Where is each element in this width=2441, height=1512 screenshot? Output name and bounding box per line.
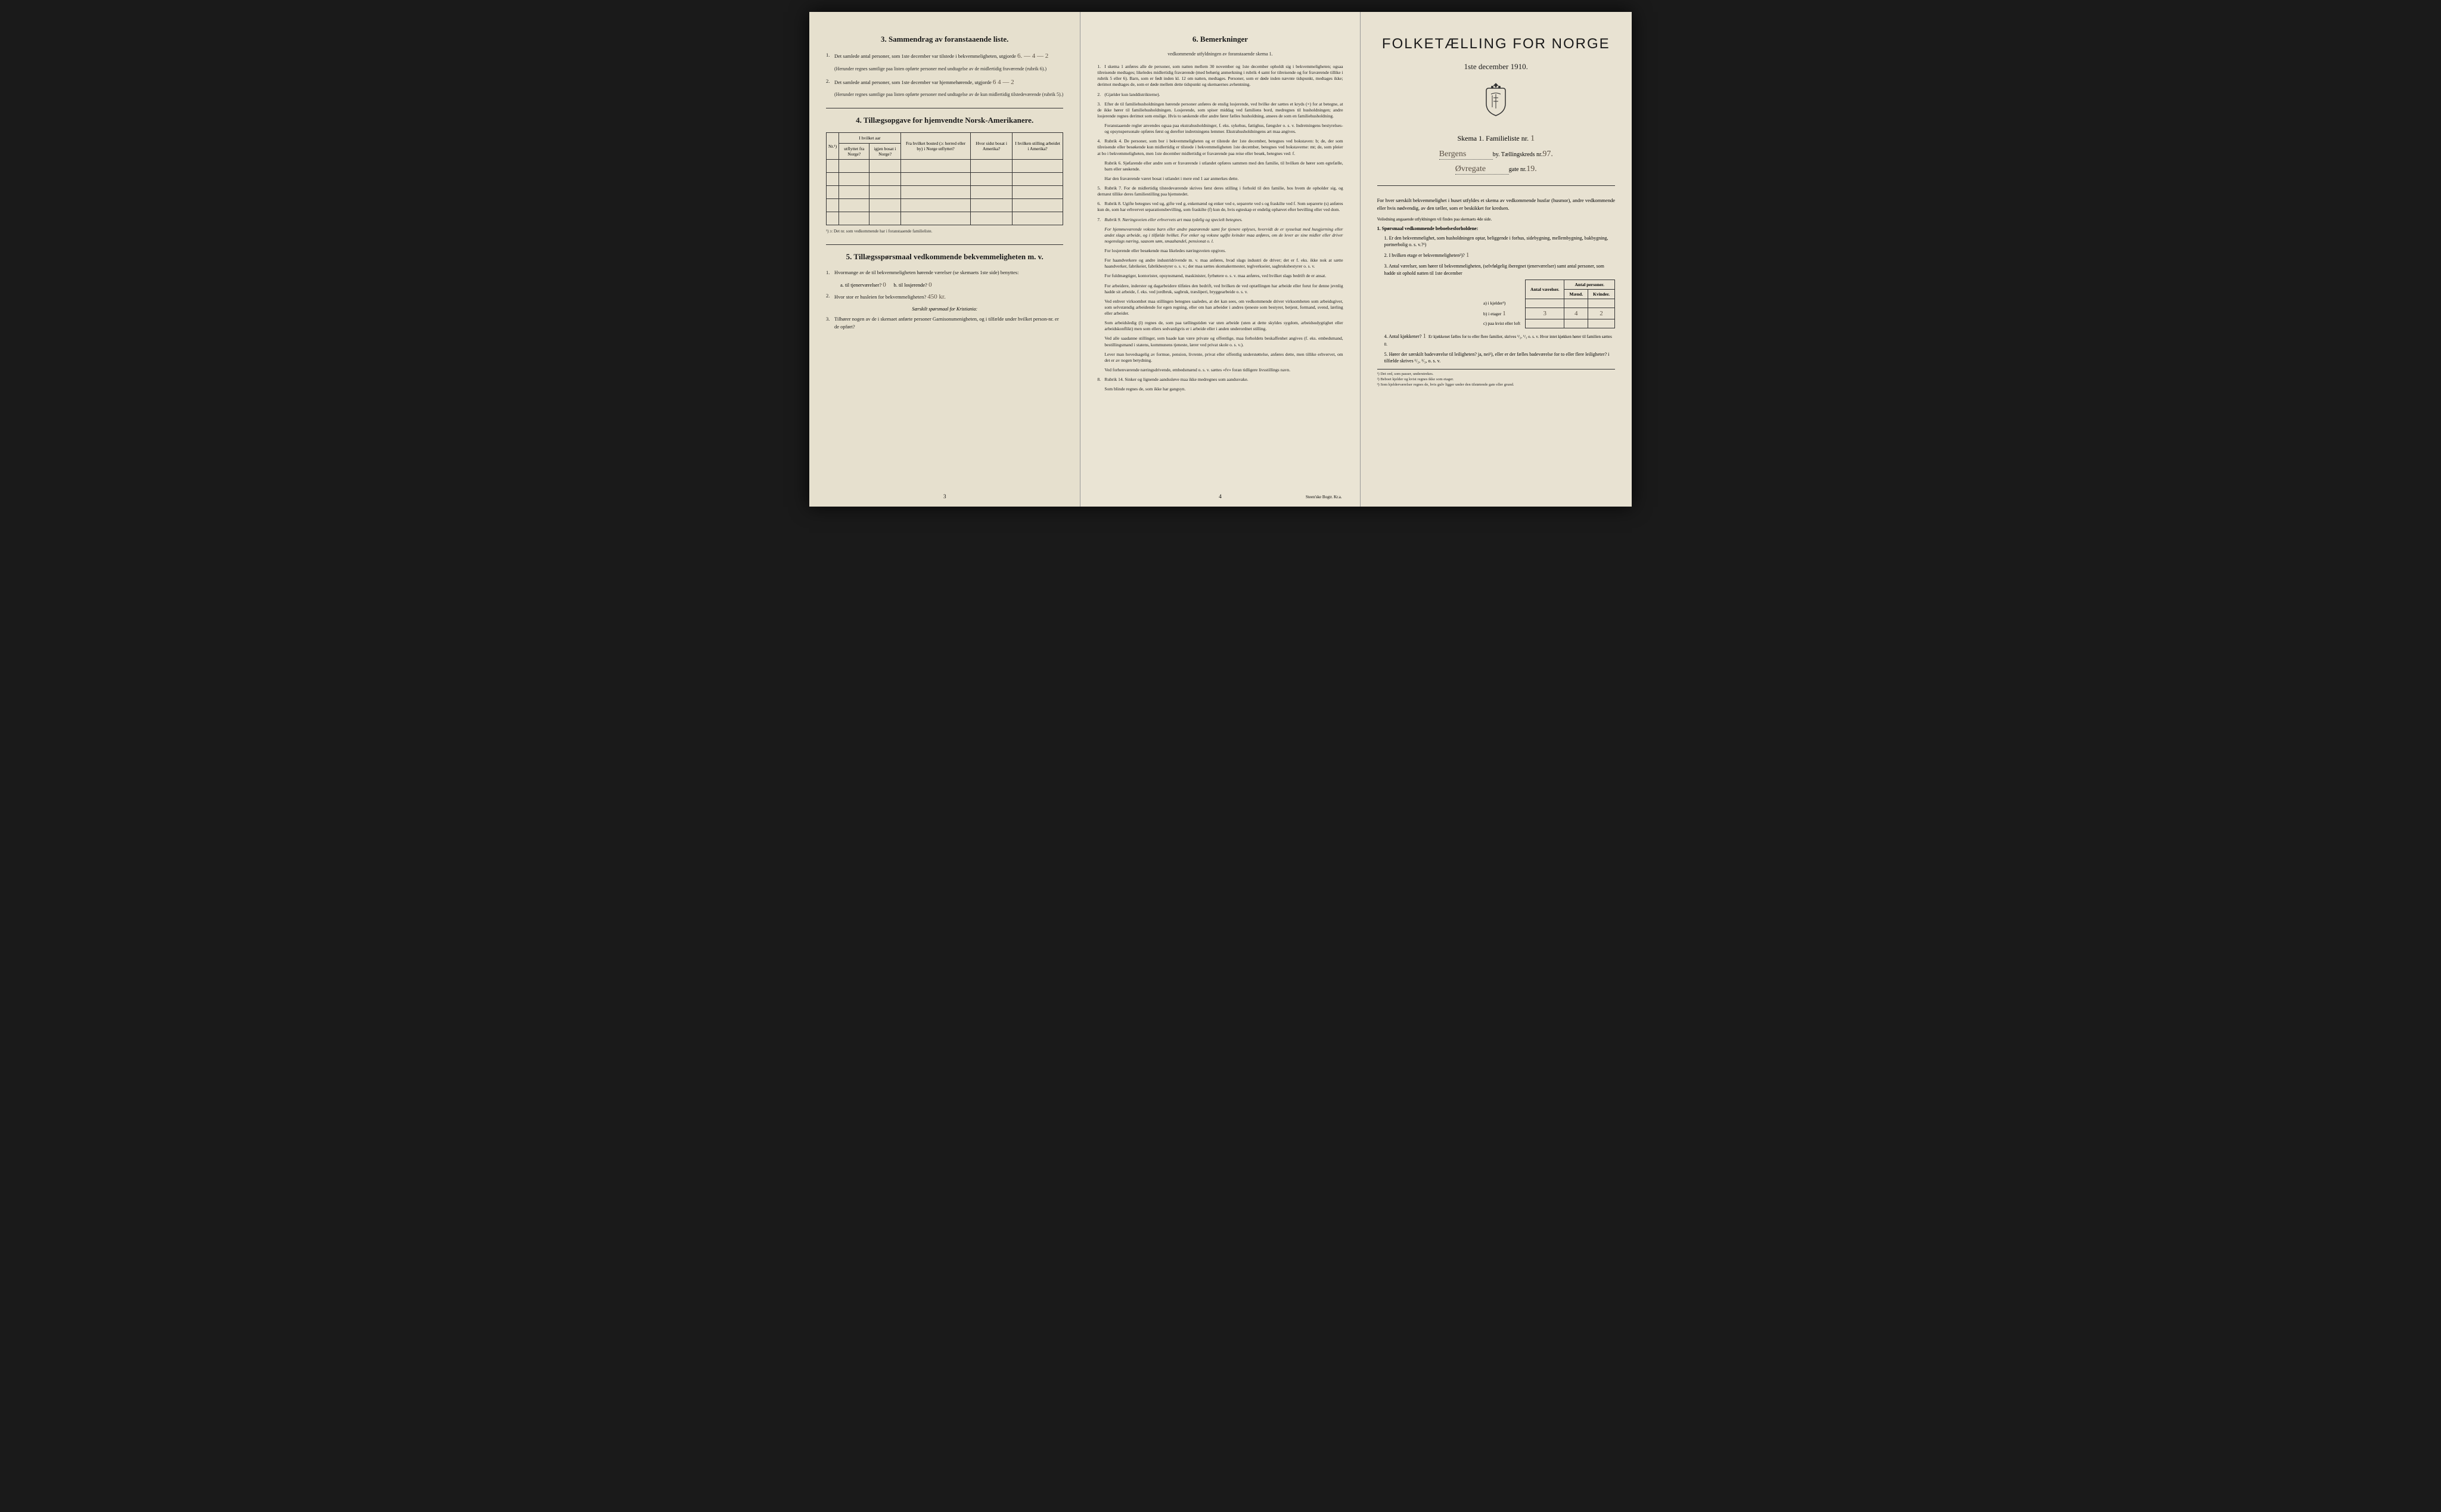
col-men: Mænd.	[1564, 289, 1588, 299]
divider	[1377, 369, 1615, 370]
gate-line: Øvregate gate nr. 19.	[1377, 164, 1615, 175]
s3-item2-note: (Herunder regnes samtlige paa listen opf…	[834, 92, 1063, 97]
col-from: Fra hvilket bosted (ɔ: herred eller by) …	[900, 133, 971, 160]
census-document: 3. Sammendrag av foranstaaende liste. 1.…	[809, 12, 1632, 507]
bem-8b: Som blinde regnes de, som ikke har gangs…	[1104, 386, 1343, 392]
page-number: 4	[1219, 493, 1222, 499]
col-year: I hvilket aar	[839, 133, 901, 144]
col-out: utflyttet fra Norge?	[839, 144, 869, 160]
s3-item2-fill: 6 4 — 2	[993, 79, 1014, 86]
row-etager: b) i etager 1	[1479, 308, 1526, 319]
bem-1: 1.I skema 1 anføres alle de personer, so…	[1097, 64, 1343, 88]
bem-7b: For hjemmeværende voksne barn eller andr…	[1104, 226, 1343, 244]
q4: 4. Antal kjøkkener? 1 Er kjøkkenet fælle…	[1384, 332, 1615, 348]
rooms-table: Antal værelser. Antal personer. Mænd. Kv…	[1479, 280, 1615, 328]
q3: 3. Antal værelser, som hører til bekvemm…	[1384, 263, 1615, 276]
footnote-2: ²) Beboet kjelder og kvist regnes ikke s…	[1377, 377, 1615, 381]
bem-7: 7.Rubrik 9. Næringsveien eller erhvervet…	[1097, 217, 1343, 223]
s3-item1-fill: 6. — 4 — 2	[1017, 52, 1048, 60]
bem-7d: For haandverkere og andre industridriven…	[1104, 257, 1343, 269]
coat-of-arms-icon	[1377, 82, 1615, 120]
panel-page-3: 3. Sammendrag av foranstaaende liste. 1.…	[809, 12, 1080, 507]
row-kvist: c) paa kvist eller loft	[1479, 319, 1526, 328]
bem-7i: Ved alle saadanne stillinger, som baade …	[1104, 336, 1343, 347]
col-where: Hvor sidst bosat i Amerika?	[971, 133, 1012, 160]
s3-item1-note: (Herunder regnes samtlige paa listen opf…	[834, 66, 1063, 72]
familieliste-nr: 1	[1530, 134, 1535, 143]
intro-note: Veiledning angaaende utfyldningen vil fi…	[1377, 217, 1615, 222]
s5-item-3: 3. Tilhører nogen av de i skemaet anført…	[826, 315, 1063, 331]
by-line: Bergens by. Tællingskreds nr. 97.	[1377, 150, 1615, 160]
s3-item-2: 2. Det samlede antal personer, som 1ste …	[826, 77, 1063, 88]
q2: 2. I hvilken etage er bekvemmeligheten²)…	[1384, 251, 1615, 260]
bem-7f: For arbeidere, inderster og dagarbeidere…	[1104, 283, 1343, 295]
footnote-1: ¹) Det ord, som passer, understrekes.	[1377, 372, 1615, 376]
s5-italic: Særskilt spørsmaal for Kristiania:	[826, 306, 1063, 312]
s5-item-1: 1. Hvormange av de til bekvemmeligheten …	[826, 269, 1063, 277]
val-men: 4	[1564, 308, 1588, 319]
census-date: 1ste december 1910.	[1377, 62, 1615, 72]
bem-5: 5.Rubrik 7. For de midlertidig tilstedev…	[1097, 185, 1343, 197]
s5-item-2: 2. Hvor stor er husleien for bekvemmelig…	[826, 292, 1063, 302]
section-6-heading: 6. Bemerkninger	[1097, 35, 1343, 44]
bem-7j: Lever man hovedsagelig av formue, pensio…	[1104, 352, 1343, 364]
skema-line: Skema 1. Familieliste nr. 1	[1377, 134, 1615, 144]
panel-page-4: 6. Bemerkninger vedkommende utfyldningen…	[1080, 12, 1360, 507]
kreds-nr: 97.	[1542, 150, 1553, 159]
panel-title-page: FOLKETÆLLING FOR NORGE 1ste december 191…	[1361, 12, 1632, 507]
section-3-heading: 3. Sammendrag av foranstaaende liste.	[826, 35, 1063, 44]
s3-item-1: 1. Det samlede antal personer, som 1ste …	[826, 51, 1063, 61]
bem-6: 6.Rubrik 8. Ugifte betegnes ved ug, gift…	[1097, 201, 1343, 213]
bem-4b: Rubrik 6. Sjøfarende eller andre som er …	[1104, 160, 1343, 172]
divider	[1377, 185, 1615, 186]
page-number: 3	[943, 493, 946, 499]
printer-mark: Steen'ske Bogtr. Kr.a.	[1306, 495, 1342, 499]
s5-item-1a: a. til tjenerværelser? 0 b. til losjeren…	[840, 281, 1063, 288]
section-6-sub: vedkommende utfyldningen av foranstaaend…	[1097, 51, 1343, 57]
table-note: ¹) ɔ: Det nr. som vedkommende har i fora…	[826, 229, 1063, 234]
bem-7e: For fuldmægtiger, kontorister, opsynsmæn…	[1104, 273, 1343, 279]
bem-4c: Har den fraværende været bosat i utlande…	[1104, 176, 1343, 182]
q1: 1. Er den bekvemmelighet, som husholdnin…	[1384, 235, 1615, 248]
footnote-3: ³) Som kjelderværelser regnes de, hvis g…	[1377, 383, 1615, 387]
col-rooms: Antal værelser.	[1526, 280, 1564, 299]
section-4-table: Nr.¹) I hvilket aar Fra hvilket bosted (…	[826, 132, 1063, 234]
bem-7h: Som arbeidsledig (l) regnes de, som paa …	[1104, 320, 1343, 332]
bem-7k: Ved forhenværende næringsdrivende, embed…	[1104, 367, 1343, 373]
by-name: Bergens	[1439, 150, 1493, 160]
bem-8: 8.Rubrik 14. Sinker og lignende aandsslø…	[1097, 377, 1343, 383]
col-women: Kvinder.	[1588, 289, 1615, 299]
bem-4: 4.Rubrik 4. De personer, som bor i bekve…	[1097, 138, 1343, 156]
col-nr: Nr.¹)	[827, 133, 839, 160]
bem-3: 3.Efter de til familiehusholdningen høre…	[1097, 101, 1343, 119]
bem-7c: For losjerende eller besøkende maa likel…	[1104, 248, 1343, 254]
col-occupation: I hvilken stilling arbeidet i Amerika?	[1012, 133, 1063, 160]
val-women: 2	[1588, 308, 1615, 319]
intro-text: For hver særskilt bekvemmelighet i huset…	[1377, 197, 1615, 212]
q5: 5. Hører der særskilt badeværelse til le…	[1384, 351, 1615, 364]
val-rooms: 3	[1526, 308, 1564, 319]
col-persons: Antal personer.	[1564, 280, 1615, 289]
divider	[826, 244, 1063, 245]
main-title: FOLKETÆLLING FOR NORGE	[1377, 36, 1615, 52]
col-back: igjen bosat i Norge?	[869, 144, 900, 160]
q-heading: 1. Spørsmaal vedkommende beboelsesforhol…	[1377, 225, 1615, 232]
bem-7g: Ved enhver virksomhet maa stillingen bet…	[1104, 299, 1343, 316]
gate-nr: 19.	[1526, 164, 1537, 174]
bem-2: 2.(Gjælder kun landdistrikterne).	[1097, 92, 1343, 98]
row-kjelder: a) i kjelder³)	[1479, 299, 1526, 308]
section-5-heading: 5. Tillægsspørsmaal vedkommende bekvemme…	[826, 252, 1063, 262]
section-4-heading: 4. Tillægsopgave for hjemvendte Norsk-Am…	[826, 116, 1063, 125]
gate-name: Øvregate	[1455, 164, 1509, 175]
bem-3b: Foranstaaende regler anvendes ogsaa paa …	[1104, 123, 1343, 135]
